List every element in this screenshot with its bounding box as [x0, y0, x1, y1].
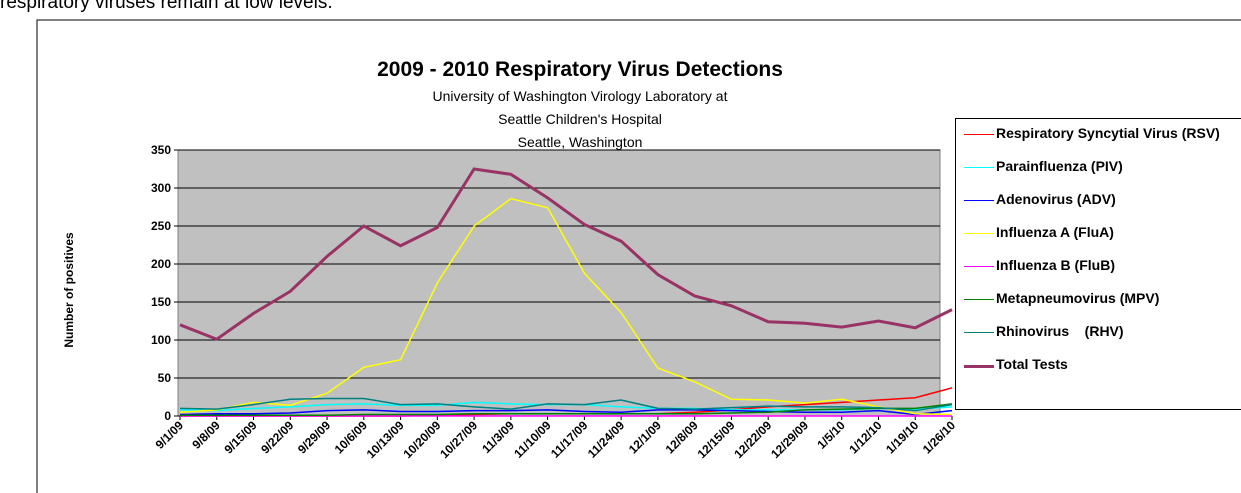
- chart-title: 2009 - 2010 Respiratory Virus Detections: [377, 58, 783, 81]
- y-tick-label: 150: [151, 295, 171, 309]
- legend-item: Metapneumovirus (MPV): [964, 290, 1241, 323]
- legend-swatch: [964, 332, 994, 333]
- subtitle: Seattle Children's Hospital: [498, 111, 662, 127]
- series-line: [180, 403, 953, 416]
- series-line: [179, 397, 953, 412]
- subtitle: University of Washington Virology Labora…: [433, 88, 728, 104]
- legend-label: Parainfluenza (PIV): [996, 158, 1123, 174]
- legend-label: Total Tests: [996, 356, 1068, 372]
- legend: Respiratory Syncytial Virus (RSV) Parainf…: [955, 118, 1241, 410]
- y-tick-label: 50: [158, 371, 172, 385]
- legend-item: Influenza B (FluB): [964, 257, 1241, 290]
- legend-swatch: [964, 365, 994, 368]
- series-line: [179, 409, 953, 416]
- legend-item: Respiratory Syncytial Virus (RSV): [964, 125, 1241, 158]
- series-line: [179, 167, 953, 341]
- y-tick-label: 200: [151, 257, 171, 271]
- legend-item: Adenovirus (ADV): [964, 191, 1241, 224]
- y-axis-label: Number of positives: [62, 232, 76, 348]
- legend-item: Parainfluenza (PIV): [964, 158, 1241, 191]
- legend-item: Total Tests: [964, 356, 1241, 389]
- legend-item: Influenza A (FluA): [964, 224, 1241, 257]
- y-tick-label: 250: [151, 219, 171, 233]
- legend-label: Influenza A (FluA): [996, 224, 1114, 240]
- y-tick-label: 350: [151, 143, 171, 157]
- legend-swatch: [964, 299, 994, 300]
- legend-swatch: [964, 167, 994, 168]
- legend-swatch: [964, 134, 994, 135]
- plot-area: [177, 149, 941, 417]
- y-tick-label: 100: [151, 333, 171, 347]
- legend-label: Metapneumovirus (MPV): [996, 290, 1160, 306]
- legend-swatch: [964, 200, 994, 201]
- y-tick-label: 0: [164, 409, 171, 423]
- y-tick-label: 300: [151, 181, 171, 195]
- legend-label: Adenovirus (ADV): [996, 191, 1116, 207]
- legend-label: Influenza B (FluB): [996, 257, 1115, 273]
- legend-swatch: [964, 266, 994, 267]
- page-text: respiratory viruses remain at low levels…: [0, 0, 333, 13]
- legend-swatch: [964, 233, 994, 234]
- legend-label: Rhinovirus (RHV): [996, 323, 1124, 339]
- subtitle: Seattle, Washington: [518, 134, 643, 150]
- legend-item: Rhinovirus (RHV): [964, 323, 1241, 356]
- legend-label: Respiratory Syncytial Virus (RSV): [996, 125, 1220, 141]
